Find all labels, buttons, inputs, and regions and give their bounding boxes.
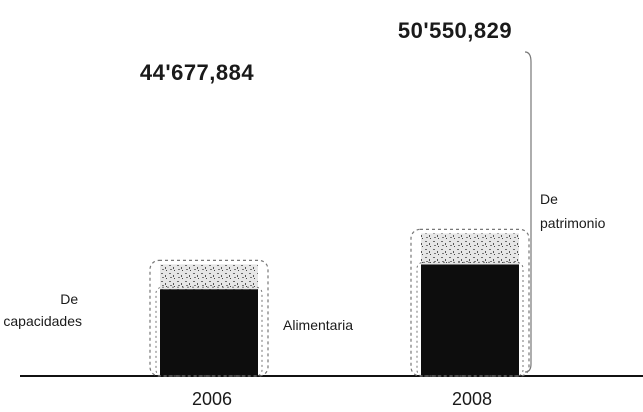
bracket-patrimonio-2008 [524, 51, 532, 373]
annotation-de-patrimonio-line2: patrimonio [540, 215, 606, 231]
annotation-alimentaria: Alimentaria [283, 317, 353, 333]
annotation-de-patrimonio: De patrimonio [540, 191, 606, 231]
bracket-alimentaria-2008 [416, 261, 524, 377]
bracket-alimentaria-2006 [155, 286, 263, 377]
total-label-2008: 50'550,829 [398, 18, 512, 43]
bar-capacidades-2008 [421, 233, 519, 265]
bar-alimentaria-2008 [421, 264, 519, 376]
bar-capacidades-2006 [160, 264, 258, 290]
total-label-2006: 44'677,884 [140, 60, 254, 85]
annotation-de-patrimonio-line1: De [540, 191, 558, 207]
x-tick-label-2008: 2008 [452, 389, 492, 409]
bars-group [160, 233, 519, 376]
bracket-capacidades-2006 [149, 259, 269, 377]
annotation-de-capacidades-line1: De [60, 291, 78, 307]
annotation-de-capacidades-line2: capacidades [3, 313, 82, 329]
bar-alimentaria-2006 [160, 289, 258, 376]
brackets-group [149, 51, 532, 377]
x-tick-label-2006: 2006 [192, 389, 232, 409]
annotation-de-capacidades: De capacidades [3, 291, 82, 329]
